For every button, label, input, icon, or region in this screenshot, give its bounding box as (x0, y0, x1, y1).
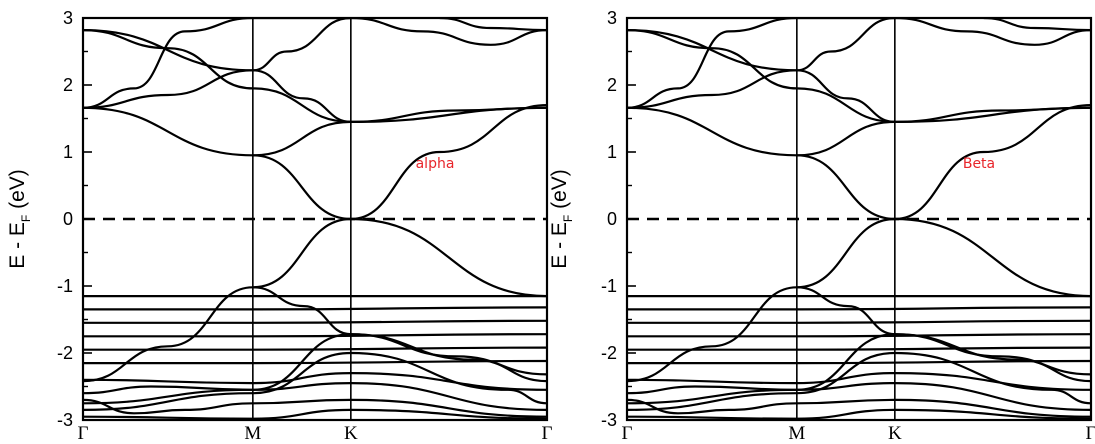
band-line-15 (627, 286, 1091, 383)
y-tick-label: -3 (601, 410, 617, 430)
band-line-11 (83, 319, 547, 324)
band-line-18 (627, 371, 1091, 391)
band-line-12 (83, 333, 547, 338)
band-line-6 (439, 18, 547, 32)
band-line-10 (627, 306, 1091, 311)
band-line-7 (252, 154, 547, 298)
x-tick-label: K (344, 423, 358, 444)
x-tick-label: Γ (542, 423, 553, 444)
band-line-1 (627, 106, 1091, 157)
band-line-1 (83, 106, 547, 157)
y-tick-label: 2 (607, 75, 617, 95)
x-tick-label: Γ (622, 423, 633, 444)
band-line-2 (627, 69, 1091, 124)
x-tick-label: Γ (1086, 423, 1095, 444)
band-line-3 (627, 18, 895, 109)
y-tick-label: 3 (607, 8, 617, 28)
y-tick-label: 3 (63, 8, 73, 28)
band-line-20 (83, 398, 547, 418)
band-line-10 (83, 306, 547, 311)
y-tick-label: -1 (57, 276, 73, 296)
y-axis-label: E - EF (eV) (6, 169, 33, 269)
band-line-12 (627, 333, 1091, 338)
band-line-3 (83, 18, 351, 109)
chart-panel-2: -3 -2 -1 0 1 2 3 Γ M K Γ E - EF (eV) Beta (548, 8, 1095, 444)
band-line-21 (627, 408, 1091, 420)
chart-panel-1: -3 -2 -1 0 1 2 3 Γ M K Γ E - EF (eV) alpha (6, 8, 553, 444)
y-tick-label: -2 (57, 343, 73, 363)
x-tick-label: K (888, 423, 902, 444)
band-line-2 (83, 69, 547, 124)
band-line-21 (83, 408, 547, 420)
band-line-8 (796, 104, 1091, 289)
y-tick-label: -3 (57, 410, 73, 430)
band-line-16 (627, 333, 1091, 405)
x-tick-label: Γ (78, 423, 89, 444)
band-line-19 (627, 381, 1091, 411)
band-line-18 (83, 371, 547, 391)
band-line-11 (627, 319, 1091, 324)
band-line-16 (83, 333, 547, 405)
band-line-14 (627, 359, 1091, 365)
band-line-19 (83, 381, 547, 411)
band-line-14 (83, 359, 547, 365)
band-line-8 (252, 104, 547, 289)
y-tick-label: -1 (601, 276, 617, 296)
x-tick-label: M (244, 423, 261, 444)
x-tick-label: M (788, 423, 805, 444)
panel-annotation: alpha (416, 156, 455, 172)
band-line-7 (796, 154, 1091, 298)
band-line-5 (83, 29, 351, 123)
y-tick-label: 1 (607, 142, 617, 162)
band-line-5 (627, 29, 895, 123)
y-tick-label: 0 (63, 209, 73, 229)
band-line-6 (983, 18, 1091, 32)
band-line-15 (83, 286, 547, 383)
y-tick-label: 1 (63, 142, 73, 162)
bands (83, 18, 547, 420)
y-tick-label: -2 (601, 343, 617, 363)
y-tick-label: 2 (63, 75, 73, 95)
y-tick-label: 0 (607, 209, 617, 229)
panel-annotation: Beta (963, 156, 995, 172)
band-line-20 (627, 398, 1091, 418)
y-axis-label: E - EF (eV) (548, 169, 575, 269)
